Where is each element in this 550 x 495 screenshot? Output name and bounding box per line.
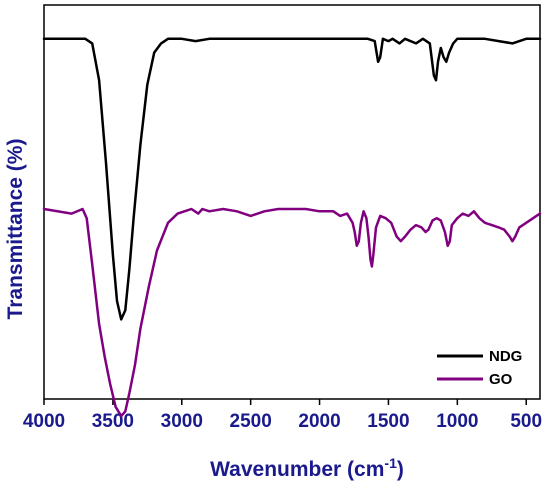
series-lines <box>42 37 542 418</box>
x-axis-title-superscript: -1 <box>384 455 397 471</box>
x-tick-label: 1000 <box>436 411 478 432</box>
x-axis-title-end: ) <box>397 458 404 481</box>
x-tick-label: 500 <box>510 411 542 432</box>
x-tick-label: 4000 <box>23 411 65 432</box>
plot-frame <box>43 4 541 400</box>
legend-label-go: GO <box>489 371 513 388</box>
x-tick-label: 2500 <box>230 411 272 432</box>
x-tick-label: 2000 <box>298 411 340 432</box>
x-tick-label: 3500 <box>92 411 134 432</box>
x-tick-label: 1500 <box>367 411 409 432</box>
series-line-go <box>42 207 542 418</box>
x-axis-title: Wavenumber (cm-1) <box>210 455 404 481</box>
x-axis-ticks <box>43 399 527 405</box>
legend-label-ndg: NDG <box>489 348 522 365</box>
x-axis-title-main: Wavenumber (cm <box>210 458 384 481</box>
y-axis-title: Transmittance (%) <box>4 139 27 320</box>
series-line-ndg <box>42 37 542 321</box>
x-tick-label: 3000 <box>161 411 203 432</box>
legend: NDG GO <box>437 348 522 388</box>
x-axis-tick-labels: 4000 3500 3000 2500 2000 1500 1000 500 <box>23 411 542 432</box>
